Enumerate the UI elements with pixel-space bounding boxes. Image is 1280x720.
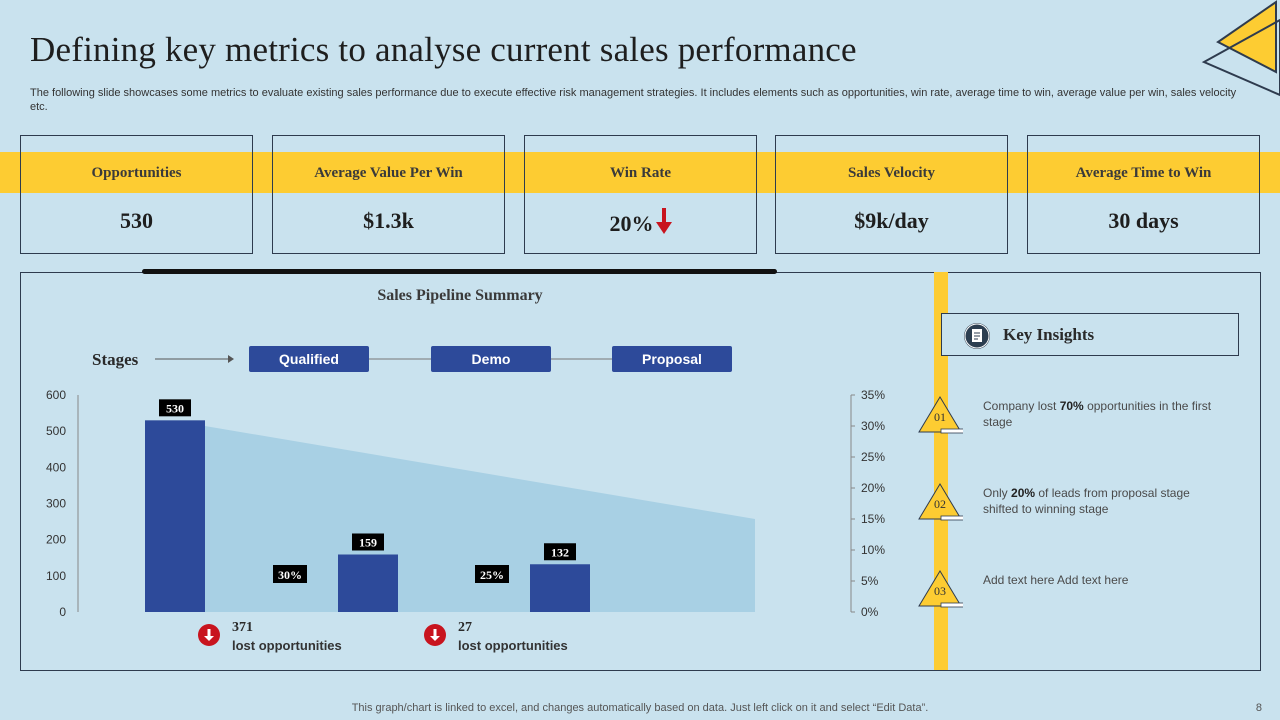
kpi-value: $1.3k bbox=[363, 208, 414, 233]
key-insights-title: Key Insights bbox=[1003, 325, 1095, 344]
insight-text-pre: Only bbox=[983, 486, 1012, 500]
page-number: 8 bbox=[1255, 702, 1262, 714]
kpi-value: 530 bbox=[120, 208, 153, 233]
corner-triangles-decoration bbox=[1201, 0, 1280, 97]
footer-note: This graph/chart is linked to excel, and… bbox=[351, 702, 929, 714]
triangle-badge-icon bbox=[918, 570, 963, 608]
kpi-card-sales-velocity: Sales Velocity $9k/day bbox=[775, 135, 1008, 254]
insight-text-post: of leads from proposal stage shifted to … bbox=[983, 486, 1190, 516]
down-arrow-icon bbox=[655, 208, 672, 234]
insight-text-pre: Add text here Add text here bbox=[983, 573, 1129, 587]
kpi-card-average-time-to-win: Average Time to Win 30 days bbox=[1027, 135, 1260, 254]
y-tick-label: 0 bbox=[59, 605, 66, 619]
lost-number: 371 bbox=[232, 620, 253, 635]
triangle-badge-icon bbox=[918, 396, 963, 434]
triangle-badge-icon bbox=[918, 483, 963, 521]
bar-value-label-bg bbox=[544, 543, 576, 561]
lost-opportunities-1: 371 lost opportunities bbox=[232, 620, 342, 653]
insight-text: Add text here Add text here bbox=[983, 572, 1223, 588]
bar-demo bbox=[338, 554, 398, 612]
insight-text-bold: 70% bbox=[1059, 399, 1084, 413]
stage-proposal-button[interactable]: Proposal bbox=[612, 346, 732, 372]
insight-text-pre: Company lost bbox=[983, 399, 1060, 413]
stages-label: Stages bbox=[92, 350, 139, 369]
insight-text: Company lost 70% opportunities in the fi… bbox=[983, 398, 1223, 430]
y-tick-label: 600 bbox=[46, 388, 66, 402]
insight-number: 02 bbox=[934, 497, 946, 511]
bar-value-label: 530 bbox=[166, 401, 184, 415]
conversion-label: 25% bbox=[480, 568, 504, 582]
y-tick-label: 300 bbox=[46, 497, 66, 511]
chart-title: Sales Pipeline Summary bbox=[377, 287, 543, 304]
bar-proposal bbox=[530, 564, 590, 612]
kpi-label: Average Value Per Win bbox=[314, 165, 463, 181]
insights-yellow-bar bbox=[934, 272, 948, 670]
kpi-value: $9k/day bbox=[854, 208, 929, 233]
down-arrow-circle-icon bbox=[424, 624, 446, 646]
kpi-card-opportunities: Opportunities 530 bbox=[20, 135, 253, 254]
y2-tick-label: 10% bbox=[861, 543, 885, 557]
insight-text: Only 20% of leads from proposal stage sh… bbox=[983, 485, 1223, 517]
y-tick-label: 200 bbox=[46, 533, 66, 547]
insight-text-post: opportunities in the first stage bbox=[983, 399, 1212, 429]
bar-value-label-bg bbox=[352, 533, 384, 551]
bar-value-label: 132 bbox=[551, 545, 569, 559]
kpi-label: Average Time to Win bbox=[1075, 165, 1212, 181]
stages-arrow-head bbox=[228, 355, 234, 363]
y2-tick-label: 35% bbox=[861, 388, 885, 402]
y-tick-label: 400 bbox=[46, 460, 66, 474]
conversion-label-bg bbox=[475, 565, 509, 583]
lost-opportunities-2: 27 lost opportunities bbox=[458, 620, 568, 653]
panel-accent-bar bbox=[142, 269, 777, 274]
y2-tick-label: 15% bbox=[861, 512, 885, 526]
kpi-label: Opportunities bbox=[91, 165, 182, 181]
kpi-label: Win Rate bbox=[610, 165, 671, 181]
insight-number: 03 bbox=[934, 584, 946, 598]
y2-tick-label: 0% bbox=[861, 605, 879, 619]
bar-qualified bbox=[145, 420, 205, 612]
key-insights-header: Key Insights bbox=[941, 313, 1239, 356]
conversion-label-bg bbox=[273, 565, 307, 583]
slide-title: Defining key metrics to analyse current … bbox=[30, 30, 857, 69]
kpi-value: 30 days bbox=[1108, 208, 1179, 233]
y-tick-label: 500 bbox=[46, 424, 66, 438]
stage-demo-button[interactable]: Demo bbox=[431, 346, 551, 372]
y2-tick-label: 5% bbox=[861, 574, 879, 588]
kpi-yellow-band bbox=[0, 152, 1280, 193]
insight-number: 01 bbox=[934, 410, 946, 424]
y2-tick-label: 25% bbox=[861, 450, 885, 464]
y2-tick-label: 30% bbox=[861, 419, 885, 433]
down-arrow-circle-icon bbox=[198, 624, 220, 646]
slide-subtitle: The following slide showcases some metri… bbox=[30, 87, 1237, 113]
lost-number: 27 bbox=[458, 620, 472, 635]
y2-tick-label: 20% bbox=[861, 481, 885, 495]
conversion-area bbox=[205, 426, 755, 612]
kpi-card-win-rate: Win Rate 20% bbox=[524, 135, 757, 254]
kpi-card-average-value-per-win: Average Value Per Win $1.3k bbox=[272, 135, 505, 254]
kpi-value: 20% bbox=[609, 211, 654, 236]
stage-qualified-button[interactable]: Qualified bbox=[249, 346, 369, 372]
y-tick-label: 100 bbox=[46, 569, 66, 583]
lost-text: lost opportunities bbox=[232, 638, 342, 653]
kpi-value-wrap: 20% bbox=[525, 208, 756, 237]
kpi-label: Sales Velocity bbox=[847, 165, 936, 181]
conversion-label: 30% bbox=[278, 568, 302, 582]
bar-value-label-bg bbox=[159, 399, 191, 417]
bar-value-label: 159 bbox=[359, 535, 377, 549]
document-icon bbox=[964, 323, 990, 349]
lost-text: lost opportunities bbox=[458, 638, 568, 653]
insight-text-bold: 20% bbox=[1011, 486, 1036, 500]
